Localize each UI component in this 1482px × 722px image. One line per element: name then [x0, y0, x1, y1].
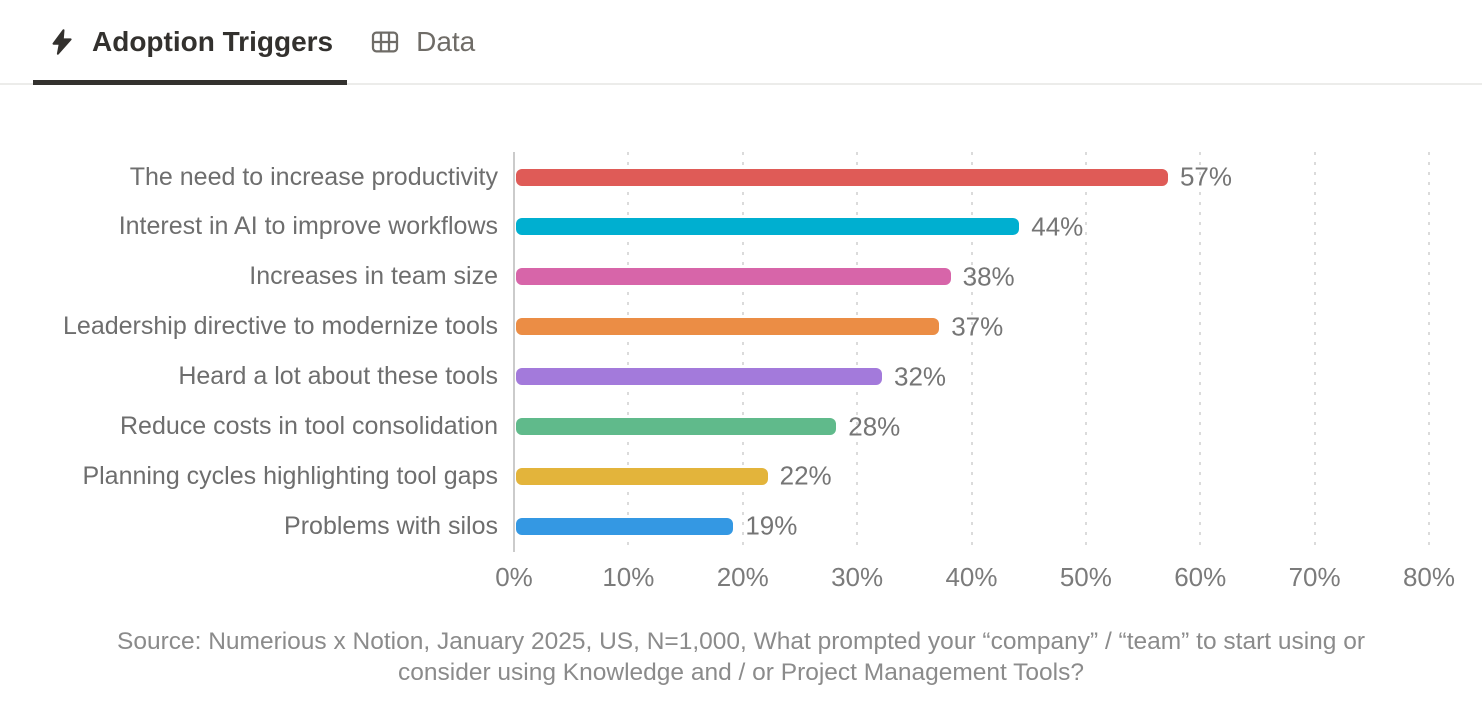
bar-row: Problems with silos 19%: [0, 501, 1482, 551]
gridline-layer: [513, 152, 1430, 552]
x-axis-tick: 20%: [716, 562, 769, 592]
bar[interactable]: [516, 418, 837, 435]
gridline: [1428, 152, 1430, 552]
category-label: Planning cycles highlighting tool gaps: [82, 461, 498, 490]
gridline: [970, 152, 973, 552]
value-label: 37%: [951, 311, 1004, 342]
value-label: 28%: [848, 411, 901, 441]
gridline: [1084, 152, 1087, 552]
x-axis-tick: 30%: [831, 562, 884, 592]
category-label: Heard a lot about these tools: [178, 362, 498, 391]
bar-row: Interest in AI to improve workflows 44%: [0, 202, 1482, 252]
bar-track: 57%: [514, 152, 1429, 202]
category-label: Interest in AI to improve workflows: [118, 212, 498, 241]
gridline: [741, 152, 744, 552]
bar-row: Heard a lot about these tools 32%: [0, 352, 1482, 402]
bar-track: 44%: [514, 202, 1429, 252]
category-label: Leadership directive to modernize tools: [63, 312, 498, 341]
value-label: 32%: [894, 361, 947, 392]
value-label: 38%: [962, 261, 1015, 292]
bar[interactable]: [516, 268, 951, 286]
bar[interactable]: [516, 318, 940, 336]
source-note: Source: Numerious x Notion, January 2025…: [116, 628, 1366, 686]
table-icon: [369, 26, 401, 58]
bar-chart: The need to increase productivity 57% Inte…: [0, 152, 1482, 552]
bar-row: Leadership directive to modernize tools 3…: [0, 302, 1482, 352]
bar[interactable]: [516, 467, 768, 485]
x-axis-tick: 10%: [602, 562, 655, 592]
bar-track: 19%: [514, 501, 1429, 551]
bar-row: The need to increase productivity 57%: [0, 152, 1482, 202]
category-label: Increases in team size: [249, 262, 498, 291]
x-axis-tick: 50%: [1059, 562, 1112, 592]
bar[interactable]: [516, 368, 882, 386]
value-label: 19%: [745, 510, 798, 541]
bar[interactable]: [516, 517, 734, 535]
value-label: 57%: [1179, 161, 1232, 192]
lightning-bolt-icon: [47, 27, 77, 57]
bar-track: 22%: [514, 451, 1429, 501]
category-label: The need to increase productivity: [129, 162, 498, 191]
x-axis: 0% 10% 20% 30% 40% 50% 60% 70% 80%: [495, 556, 1455, 598]
category-label: Problems with silos: [284, 511, 498, 540]
bar-row: Increases in team size 38%: [0, 252, 1482, 302]
y-axis-line: [513, 152, 515, 552]
x-axis-tick: 40%: [945, 562, 998, 592]
bar[interactable]: [516, 218, 1020, 236]
bar-track: 37%: [514, 302, 1429, 352]
bar[interactable]: [516, 168, 1168, 186]
bar-track: 28%: [514, 402, 1429, 452]
bar-row: Reduce costs in tool consolidation 28%: [0, 402, 1482, 452]
gridline: [856, 152, 859, 552]
x-axis-tick: 60%: [1174, 562, 1227, 592]
bar-row: Planning cycles highlighting tool gaps 22…: [0, 451, 1482, 501]
category-label: Reduce costs in tool consolidation: [119, 412, 498, 440]
value-label: 22%: [779, 460, 832, 491]
gridline: [1313, 152, 1316, 552]
tab-data[interactable]: Data: [355, 0, 489, 83]
tab-bar: Adoption Triggers Data: [0, 0, 1482, 85]
gridline: [627, 152, 630, 552]
x-axis-tick: 70%: [1288, 562, 1341, 592]
tab-label: Adoption Triggers: [92, 25, 334, 57]
tab-adoption-triggers[interactable]: Adoption Triggers: [33, 0, 348, 85]
tab-label: Data: [416, 25, 476, 57]
gridline: [1199, 152, 1202, 552]
bar-track: 32%: [514, 352, 1429, 402]
value-label: 44%: [1031, 211, 1084, 242]
x-axis-tick: 0%: [495, 562, 533, 592]
bar-track: 38%: [514, 252, 1429, 302]
x-axis-tick: 80%: [1402, 562, 1456, 592]
